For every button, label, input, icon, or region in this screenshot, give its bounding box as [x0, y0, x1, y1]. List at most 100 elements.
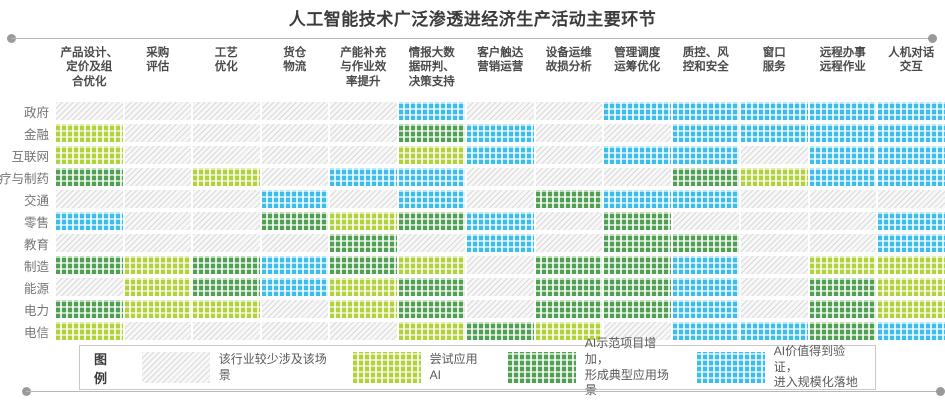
heatmap-cell-none [535, 102, 602, 120]
page-title: 人工智能技术广泛渗透进经济生产活动主要环节 [288, 10, 657, 29]
column-header-10: 质控、风 控和安全 [682, 47, 729, 74]
heatmap-cell-none [261, 234, 328, 252]
heatmap-cell-none [124, 146, 191, 164]
heatmap-cell-scale [878, 124, 945, 142]
heatmap-cell-scale [878, 146, 945, 164]
column-header-13: 人机对话 交互 [888, 47, 935, 74]
heatmap-cell-none [261, 300, 328, 318]
heatmap-cell-none [193, 102, 260, 120]
heatmap-cell-none [741, 212, 808, 230]
legend-swatch-try [352, 352, 421, 383]
heatmap-cell-scale [467, 212, 534, 230]
heatmap-cell-try [878, 256, 945, 274]
column-header-11: 窗口 服务 [762, 47, 786, 74]
bottom-rule [26, 391, 940, 392]
row-label-8: 制造 [23, 259, 49, 274]
heatmap-cell-try [878, 300, 945, 318]
column-header-6: 情报大数 据研判、 决策支持 [408, 47, 455, 88]
heatmap-cell-none [809, 234, 876, 252]
legend-swatch-none [141, 352, 210, 383]
heatmap-cell-try [398, 256, 465, 274]
heatmap-cell-scale [398, 168, 465, 186]
heatmap-cell-demo [604, 212, 671, 230]
row-label-11: 电信 [23, 325, 49, 340]
legend-swatch-scale [696, 352, 765, 383]
heatmap-cell-try [124, 256, 191, 274]
heatmap-cell-none [672, 212, 739, 230]
heatmap-cell-none [741, 190, 808, 208]
heatmap-cell-scale [878, 102, 945, 120]
heatmap-cell-none [467, 256, 534, 274]
heatmap-cell-scale [672, 256, 739, 274]
row-label-2: 金融 [23, 127, 49, 142]
heatmap-cell-none [535, 234, 602, 252]
heatmap-cell-none [330, 322, 397, 340]
heatmap-cell-demo [398, 300, 465, 318]
heatmap-cell-none [741, 278, 808, 296]
heatmap-cell-scale [398, 102, 465, 120]
heatmap-cell-demo [672, 168, 739, 186]
column-header-7: 客户触达 营销运营 [477, 47, 524, 74]
heatmap-cell-demo [193, 256, 260, 274]
heatmap-cell-demo [535, 300, 602, 318]
heatmap-cell-none [193, 322, 260, 340]
heatmap-cell-none [261, 322, 328, 340]
row-label-9: 能源 [23, 281, 49, 296]
heatmap-cell-demo [604, 234, 671, 252]
heatmap-cell-scale [672, 146, 739, 164]
legend-title: 图例 [94, 351, 108, 386]
heatmap-cell-none [56, 102, 123, 120]
heatmap-cell-none [535, 146, 602, 164]
heatmap-cell-none [124, 234, 191, 252]
heatmap-cell-try [398, 146, 465, 164]
heatmap-cell-demo [809, 278, 876, 296]
bottom-rule-right-dot [936, 387, 945, 396]
heatmap-cell-demo [330, 256, 397, 274]
heatmap-cell-none [809, 190, 876, 208]
heatmap-cell-scale [672, 190, 739, 208]
heatmap-cell-none [741, 300, 808, 318]
heatmap-cell-none [124, 124, 191, 142]
heatmap-cell-none [330, 124, 397, 142]
heatmap-cell-scale [672, 278, 739, 296]
row-label-7: 教育 [23, 237, 49, 252]
heatmap-cell-none [467, 168, 534, 186]
heatmap-cell-try [878, 278, 945, 296]
heatmap-cell-scale [672, 322, 739, 340]
heatmap-cell-scale [878, 234, 945, 252]
heatmap-cell-none [809, 212, 876, 230]
heatmap-cell-scale [467, 146, 534, 164]
heatmap-cell-scale [467, 234, 534, 252]
heatmap-cell-demo [467, 322, 534, 340]
heatmap-cell-demo [535, 278, 602, 296]
heatmap-cell-scale [672, 124, 739, 142]
heatmap-cell-none [467, 102, 534, 120]
heatmap-cell-none [330, 190, 397, 208]
heatmap-cell-demo [535, 190, 602, 208]
heatmap-cell-none [535, 212, 602, 230]
row-label-5: 交通 [23, 193, 49, 208]
heatmap-cell-scale [809, 168, 876, 186]
legend-text-scale: AI价值得到验证， 进入规模化落地 [773, 344, 858, 390]
legend-swatch-demo [507, 352, 576, 383]
heatmap-cell-scale [604, 190, 671, 208]
heatmap-cell-try [809, 256, 876, 274]
heatmap-cell-none [124, 168, 191, 186]
heatmap-cell-none [124, 212, 191, 230]
row-label-4: 医疗与制药 [0, 171, 49, 186]
heatmap-cell-try [398, 322, 465, 340]
heatmap-cell-try [193, 300, 260, 318]
column-header-8: 设备运维 故损分析 [545, 47, 592, 74]
heatmap-cell-scale [672, 300, 739, 318]
heatmap-cell-scale [261, 278, 328, 296]
heatmap-cell-scale [330, 168, 397, 186]
heatmap-cell-none [56, 234, 123, 252]
row-label-column: 政府金融互联网医疗与制药交通零售教育制造能源电力电信 [0, 102, 52, 340]
heatmap-cell-none [193, 234, 260, 252]
legend-text-try: 尝试应用AI [429, 351, 478, 382]
heatmap-cell-demo [398, 212, 465, 230]
heatmap-cell-try [330, 300, 397, 318]
top-rule [11, 38, 935, 39]
heatmap-cell-scale [261, 256, 328, 274]
